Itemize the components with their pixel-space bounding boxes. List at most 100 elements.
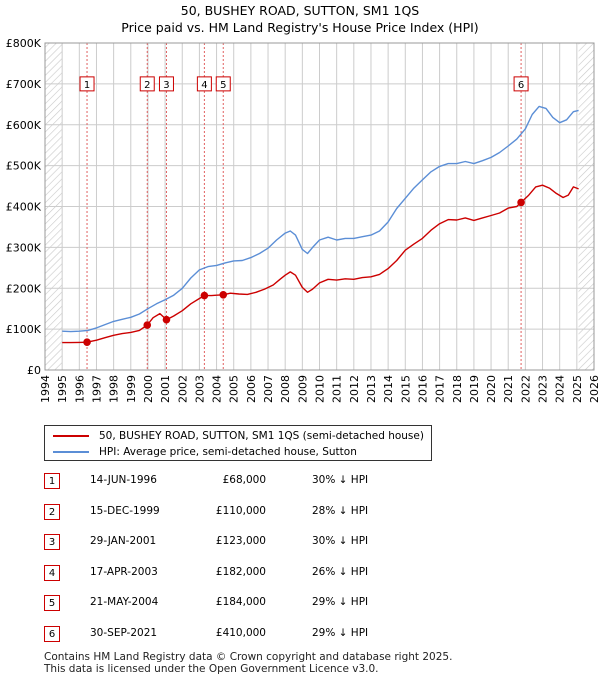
sale-label-box [79, 76, 95, 92]
x-tick-label: 2021 [502, 375, 515, 403]
sale-label-box [158, 76, 174, 92]
legend-item-property: 50, BUSHEY ROAD, SUTTON, SM1 1QS (semi-d… [53, 429, 424, 443]
legend-item-hpi: HPI: Average price, semi-detached house,… [53, 445, 357, 459]
chart-legend: 50, BUSHEY ROAD, SUTTON, SM1 1QS (semi-d… [44, 425, 432, 461]
sale-point [162, 315, 171, 324]
x-tick-label: 2018 [451, 375, 464, 403]
chart-title-block: 50, BUSHEY ROAD, SUTTON, SM1 1QS Price p… [0, 2, 600, 36]
sale-price: £182,000 [215, 565, 266, 578]
y-tick-label: £500K [6, 160, 42, 173]
x-tick-label: 2007 [262, 375, 275, 403]
sale-number-badge: 2 [44, 503, 60, 520]
x-tick-label: 2017 [434, 375, 447, 403]
sale-date: 14-JUN-1996 [90, 474, 157, 486]
legend-label-hpi: HPI: Average price, semi-detached house,… [99, 446, 357, 458]
x-tick-label: 2006 [245, 375, 258, 403]
x-tick-label: 1994 [39, 375, 52, 403]
sale-price: £123,000 [215, 535, 266, 548]
x-tick-label: 2025 [571, 375, 584, 403]
sale-label-number: 6 [518, 80, 524, 91]
sale-row: 3 29-JAN-2001 £123,000 30% ↓ HPI [44, 531, 444, 562]
x-tick-label: 1995 [56, 375, 69, 403]
x-tick-label: 2010 [314, 375, 327, 403]
sale-date: 30-SEP-2021 [90, 626, 158, 639]
x-tick-label: 2004 [211, 375, 224, 403]
x-tick-label: 1998 [108, 375, 121, 403]
x-tick-label: 2016 [416, 375, 429, 403]
sales-table: 1 14-JUN-1996 £68,000 30% ↓ HPI 2 15-DEC… [44, 470, 444, 654]
sale-number-badge: 1 [44, 473, 60, 489]
sale-hpi-diff: 28% ↓ HPI [312, 504, 369, 517]
sale-price: £68,000 [222, 474, 266, 486]
sale-hpi-diff: 26% ↓ HPI [312, 565, 369, 578]
sale-number-badge: 6 [44, 625, 60, 642]
sale-hpi-diff: 29% ↓ HPI [312, 596, 369, 609]
x-tick-label: 2002 [176, 375, 189, 403]
sale-row: 2 15-DEC-1999 £110,000 28% ↓ HPI [44, 501, 444, 532]
sale-point [219, 290, 228, 299]
chart-subtitle: Price paid vs. HM Land Registry's House … [121, 20, 479, 35]
sale-label-number: 5 [220, 80, 226, 91]
sale-price: £184,000 [215, 596, 266, 609]
sale-point [83, 338, 91, 347]
y-tick-label: £0 [27, 364, 41, 377]
x-tick-label: 2011 [331, 375, 344, 403]
sale-number-badge: 3 [44, 534, 60, 551]
footer-notice: Contains HM Land Registry data © Crown c… [44, 651, 452, 675]
x-tick-label: 2001 [159, 375, 172, 403]
legend-label-property: 50, BUSHEY ROAD, SUTTON, SM1 1QS (semi-d… [99, 430, 424, 442]
legend-swatch-hpi [53, 451, 89, 453]
chart-title: 50, BUSHEY ROAD, SUTTON, SM1 1QS [180, 3, 420, 18]
sale-price: £410,000 [215, 626, 266, 639]
x-tick-label: 2026 [588, 375, 600, 403]
x-tick-label: 2020 [485, 375, 498, 403]
sale-date: 29-JAN-2001 [90, 535, 157, 548]
series-line-property [62, 184, 579, 344]
sale-point [517, 198, 525, 207]
x-tick-label: 2014 [382, 375, 395, 403]
sale-hpi-diff: 29% ↓ HPI [312, 626, 369, 639]
legend-swatch-property [53, 435, 89, 437]
footer-licence: This data is licensed under the Open Gov… [44, 663, 379, 675]
x-tick-label: 1996 [73, 375, 86, 403]
x-tick-label: 2024 [554, 375, 567, 403]
sale-price: £110,000 [215, 504, 266, 517]
x-tick-label: 2019 [468, 375, 481, 403]
sale-row: 5 21-MAY-2004 £184,000 29% ↓ HPI [44, 592, 444, 623]
sale-row: 4 17-APR-2003 £182,000 26% ↓ HPI [44, 562, 444, 593]
y-tick-label: £800K [6, 37, 42, 50]
y-tick-label: £400K [6, 201, 42, 214]
y-tick-label: £200K [6, 282, 42, 295]
y-tick-label: £600K [6, 119, 42, 132]
price-chart: 1 2 3 4 5 6 £0 £100K £200K £300K £400K £500K £600K £… [6, 37, 600, 403]
sale-number-badge: 5 [44, 595, 60, 612]
sale-label-box [139, 76, 155, 92]
x-tick-label: 2009 [296, 375, 309, 403]
x-tick-label: 1997 [90, 375, 103, 403]
sale-hpi-diff: 30% ↓ HPI [312, 474, 369, 486]
x-tick-label: 2000 [142, 375, 155, 403]
x-tick-label: 2015 [399, 375, 412, 403]
sale-label-box [196, 76, 212, 92]
x-tick-label: 1999 [125, 375, 138, 403]
sale-date: 17-APR-2003 [90, 565, 158, 578]
sale-number-badge: 4 [44, 564, 60, 581]
y-tick-label: £100K [6, 323, 42, 336]
sale-label-number: 1 [84, 80, 90, 91]
sale-row: 6 30-SEP-2021 £410,000 29% ↓ HPI [44, 623, 444, 654]
sale-date: 21-MAY-2004 [90, 596, 159, 609]
x-tick-label: 2003 [193, 375, 206, 403]
sale-date: 15-DEC-1999 [90, 504, 160, 517]
x-tick-label: 2005 [228, 375, 241, 403]
sale-label-number: 3 [163, 80, 169, 91]
sale-hpi-diff: 30% ↓ HPI [312, 535, 369, 548]
x-tick-label: 2022 [519, 375, 532, 403]
sale-row: 1 14-JUN-1996 £68,000 30% ↓ HPI [44, 470, 444, 501]
plot-frame [44, 42, 595, 371]
sale-label-number: 2 [144, 80, 150, 91]
series-line-hpi [62, 105, 579, 333]
sale-label-box [513, 76, 529, 92]
x-tick-label: 2013 [365, 375, 378, 403]
sale-point [200, 291, 209, 300]
x-tick-label: 2012 [348, 375, 361, 403]
